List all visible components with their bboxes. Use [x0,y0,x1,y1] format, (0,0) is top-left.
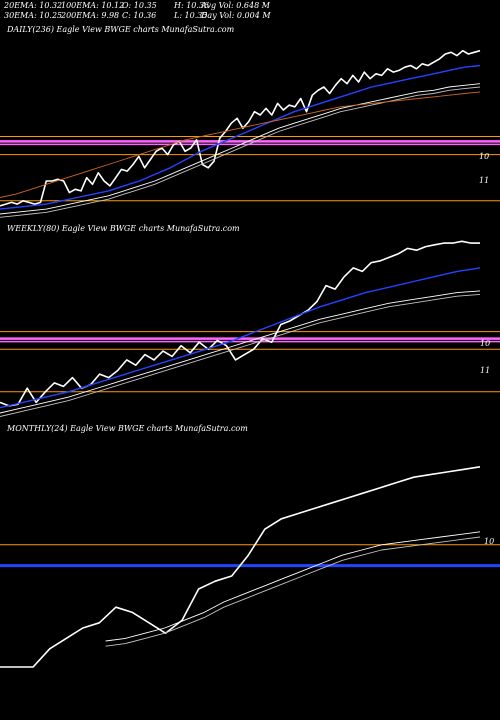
day-vol-value: Day Vol: 0.004 M [201,11,271,20]
monthly-ema-slow-line [105,536,481,647]
weekly-chart-title: WEEKLY(80) Eagle View BWGE charts Munafa… [7,224,240,233]
open-value: O: 10.35 [122,1,157,10]
monthly-price-line [0,466,481,668]
weekly-chart-panel: WEEKLY(80) Eagle View BWGE charts Munafa… [0,224,500,419]
monthly-y-tick-label-0: 10 [484,537,494,546]
ema20-value: 20EMA: 10.32 [4,1,63,10]
daily-ema-fast-line [0,64,481,210]
daily-y-tick-label-0: 10 [479,152,489,161]
daily-ema-slow-line [0,86,481,218]
weekly-ema-slow-line [0,293,481,417]
weekly-price-line [0,240,480,407]
weekly-chart-svg: 10 11 [0,240,500,417]
monthly-chart-panel: MONTHLY(24) Eagle View BWGE charts Munaf… [0,424,500,714]
avg-vol-value: Avg Vol: 0.648 M [201,1,270,10]
daily-ema-mid-line [0,83,481,215]
high-value: H: 10.36 [174,1,210,10]
weekly-y-tick-label-1: 11 [480,366,490,375]
daily-y-tick-label-1: 11 [479,176,489,185]
close-value: C: 10.36 [122,11,157,20]
daily-price-line [0,49,481,207]
daily-ema-long-line [0,91,481,198]
daily-chart-title: DAILY(236) Eagle View BWGE charts Munafa… [7,25,235,34]
monthly-ema-mid-line [105,531,481,642]
ema200-value: 200EMA: 9.98 [61,11,120,20]
weekly-ema-fast-line [0,267,481,409]
ema100-value: 100EMA: 10.12 [61,1,125,10]
indicator-header: 20EMA: 10.32 100EMA: 10.12 O: 10.35 H: 1… [0,0,500,22]
monthly-chart-svg: 10 [0,466,500,668]
daily-chart-panel: DAILY(236) Eagle View BWGE charts Munafa… [0,25,500,220]
low-value: L: 10.35 [174,11,208,20]
weekly-ema-mid-line [0,290,481,414]
ema30-value: 30EMA: 10.25 [4,11,63,20]
weekly-y-tick-label-0: 10 [480,339,490,348]
monthly-chart-title: MONTHLY(24) Eagle View BWGE charts Munaf… [7,424,248,433]
daily-chart-svg: 10 11 [0,49,500,218]
